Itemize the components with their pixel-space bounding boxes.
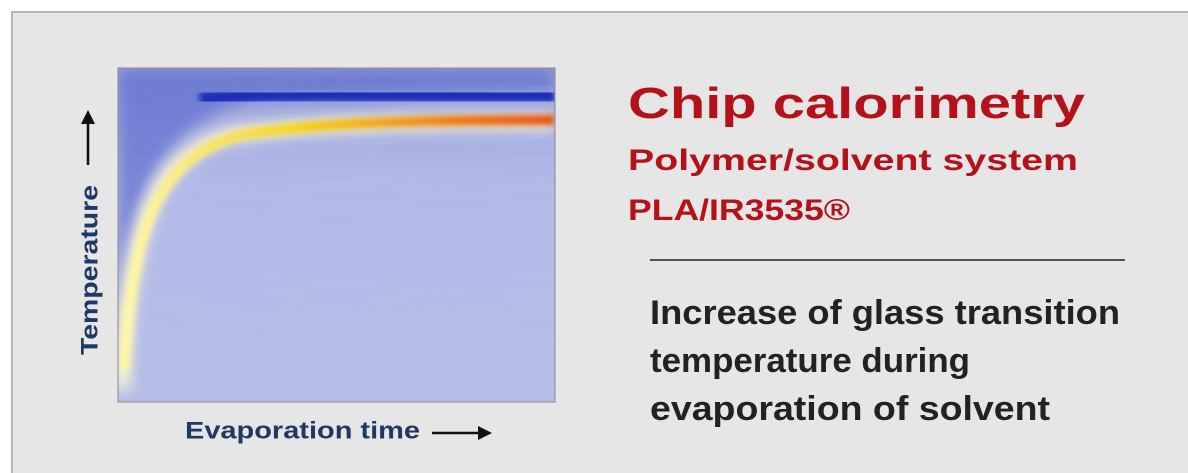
body-text: evaporation of solvent [650,390,1050,428]
x-arrow-head [478,426,492,440]
subtitle: Polymer/solvent system [628,144,1078,177]
y-axis-label: Temperature [76,185,103,355]
body-text: temperature during [650,342,970,380]
x-axis-label: Evaporation time [185,417,420,444]
y-arrow-head [81,110,95,124]
heatmap-image [118,68,555,402]
body-text: Increase of glass transition [650,294,1120,332]
heatmap-frame [117,67,556,403]
title: Chip calorimetry [628,79,1086,128]
subtitle: PLA/IR3535® [628,194,850,227]
